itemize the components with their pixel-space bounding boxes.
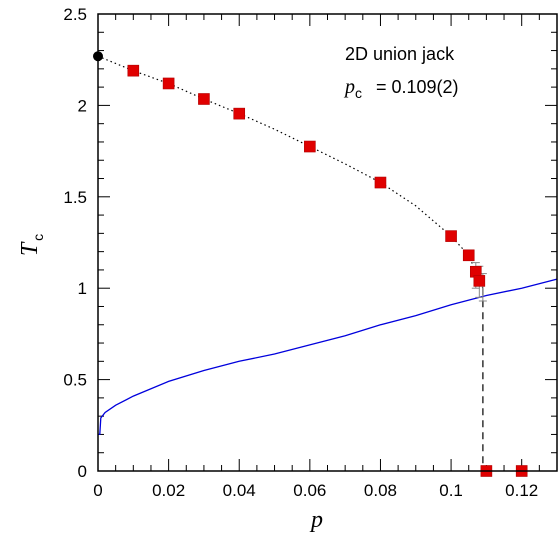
annotation-pc-symbol: p: [343, 76, 355, 98]
square-point: [473, 275, 486, 287]
x-tick-label: 0.06: [293, 481, 326, 500]
y-tick-label: 0: [78, 462, 87, 481]
square-point: [233, 107, 246, 120]
y-tick-label: 2: [78, 96, 87, 115]
annotation-line-1: 2D union jack: [345, 44, 455, 64]
y-tick-label: 1: [78, 279, 87, 298]
x-axis-label: p: [309, 507, 323, 533]
annotation-pc-subscript: c: [355, 85, 362, 101]
y-tick-label: 1.5: [63, 188, 87, 207]
square-point: [162, 77, 175, 90]
square-point: [445, 230, 457, 242]
square-point: [127, 64, 140, 77]
data-points: [93, 51, 528, 477]
solid-line: [98, 278, 558, 436]
square-point: [462, 249, 475, 262]
x-tick-label: 0.12: [505, 481, 538, 500]
x-tick-label: 0.02: [152, 481, 185, 500]
y-tick-label: 2.5: [63, 5, 87, 24]
square-point: [304, 140, 316, 153]
x-tick-label: 0.08: [364, 481, 397, 500]
x-tick-label: 0.1: [439, 481, 463, 500]
series-lines: [97, 55, 558, 471]
y-tick-labels: 0 0.5 1 1.5 2 2.5: [63, 5, 87, 481]
annotation-line-2: pc = 0.109(2): [343, 76, 459, 101]
annotation-pc-value: = 0.109(2): [376, 77, 459, 97]
y-axis-label-main: T: [17, 241, 43, 256]
y-axis-label: Tc: [17, 234, 46, 256]
y-axis-label-subscript: c: [30, 234, 46, 241]
x-tick-label: 0.04: [223, 481, 256, 500]
x-tick-label: 0: [93, 481, 102, 500]
tick-marks: [97, 13, 558, 472]
svg-text:Tc: Tc: [17, 234, 46, 256]
x-tick-labels: 0 0.02 0.04 0.06 0.08 0.1 0.12: [93, 481, 538, 500]
square-point: [374, 176, 387, 189]
square-point: [198, 93, 210, 105]
plot-frame: [97, 13, 558, 472]
y-tick-label: 0.5: [63, 371, 87, 390]
